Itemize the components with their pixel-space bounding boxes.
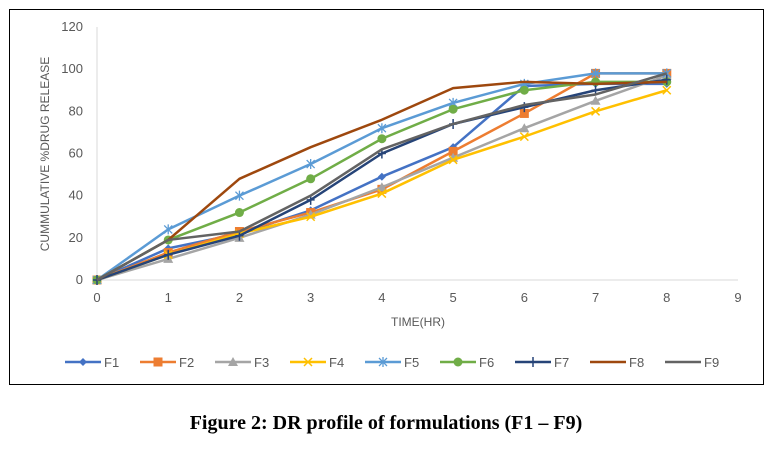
data-point-f5 [234,190,244,201]
x-tick-label: 0 [93,290,100,305]
x-tick-label: 8 [663,290,670,305]
legend-marker [529,357,537,367]
legend-label: F3 [254,355,269,370]
series-f1 [93,79,671,284]
y-tick-label: 20 [69,230,83,245]
legend-label: F9 [704,355,719,370]
data-point-f7 [164,249,173,260]
legend-label: F4 [329,355,344,370]
legend-marker [228,357,238,366]
x-tick-label: 1 [165,290,172,305]
legend-label: F8 [629,355,644,370]
x-tick-label: 3 [307,290,314,305]
legend-label: F1 [104,355,119,370]
y-axis-ticks: 0 20 40 60 80 100 120 [61,19,83,287]
legend-item-f6: F6 [440,355,494,370]
y-tick-label: 40 [69,188,83,203]
legend-label: F2 [179,355,194,370]
legend-item-f3: F3 [215,355,269,370]
series-group [92,68,672,285]
x-tick-label: 5 [449,290,456,305]
data-point-f5 [163,224,173,235]
y-tick-label: 80 [69,103,83,118]
x-tick-label: 7 [592,290,599,305]
data-point-f6 [377,134,387,144]
legend: F1 F2 F3 F4 F5 F6 F7 F8 F9 [65,355,719,370]
data-point-f6 [519,85,529,95]
legend-label: F7 [554,355,569,370]
data-point-f4 [662,85,672,95]
legend-label: F5 [404,355,419,370]
chart-frame [9,9,764,385]
data-point-f5 [306,159,316,170]
data-point-f4 [377,189,387,199]
data-point-f6 [448,104,458,114]
y-tick-label: 100 [61,61,83,76]
data-point-f6 [234,208,244,218]
legend-item-f2: F2 [140,355,194,370]
series-f6 [92,77,672,285]
legend-item-f8: F8 [590,355,644,370]
legend-item-f4: F4 [290,355,344,370]
series-line-f9 [96,72,668,282]
series-f8 [96,80,667,282]
data-point-f2 [448,146,458,156]
legend-item-f9: F9 [665,355,719,370]
legend-marker [453,357,463,367]
legend-item-f7: F7 [515,355,569,370]
series-f9 [96,72,668,282]
x-tick-label: 9 [734,290,741,305]
legend-item-f5: F5 [365,355,419,370]
data-point-f4 [306,212,316,222]
legend-marker [153,357,163,367]
series-line-f8 [96,80,667,282]
y-tick-label: 0 [76,272,83,287]
legend-label: F6 [479,355,494,370]
drug-release-chart: 0 20 40 60 80 100 120 0 1 2 3 4 5 6 7 8 9 CUMMULATIVE %… [38,19,742,370]
x-tick-label: 4 [378,290,385,305]
legend-marker [79,358,87,366]
x-axis-ticks: 0 1 2 3 4 5 6 7 8 9 [93,290,741,305]
x-tick-label: 2 [236,290,243,305]
data-point-f2 [519,108,529,118]
data-point-f3 [590,95,601,105]
y-tick-label: 60 [69,146,83,161]
data-point-f6 [306,174,316,184]
data-point-f1 [377,172,386,181]
figure-caption: Figure 2: DR profile of formulations (F1… [189,412,583,434]
x-axis-title: TIME(HR) [391,315,445,329]
legend-marker [303,357,313,367]
legend-item-f1: F1 [65,355,119,370]
data-point-f4 [591,106,601,116]
y-axis-title: CUMMULATIVE %DRUG RELEASE [38,57,52,251]
data-point-f3 [376,182,387,192]
data-point-f4 [519,132,529,142]
data-point-f5 [377,123,387,134]
legend-marker [378,357,388,367]
x-tick-label: 6 [521,290,528,305]
data-point-f5 [591,68,601,79]
y-tick-label: 120 [61,19,83,34]
data-point-f4 [448,155,458,165]
data-point-f3 [519,123,530,133]
